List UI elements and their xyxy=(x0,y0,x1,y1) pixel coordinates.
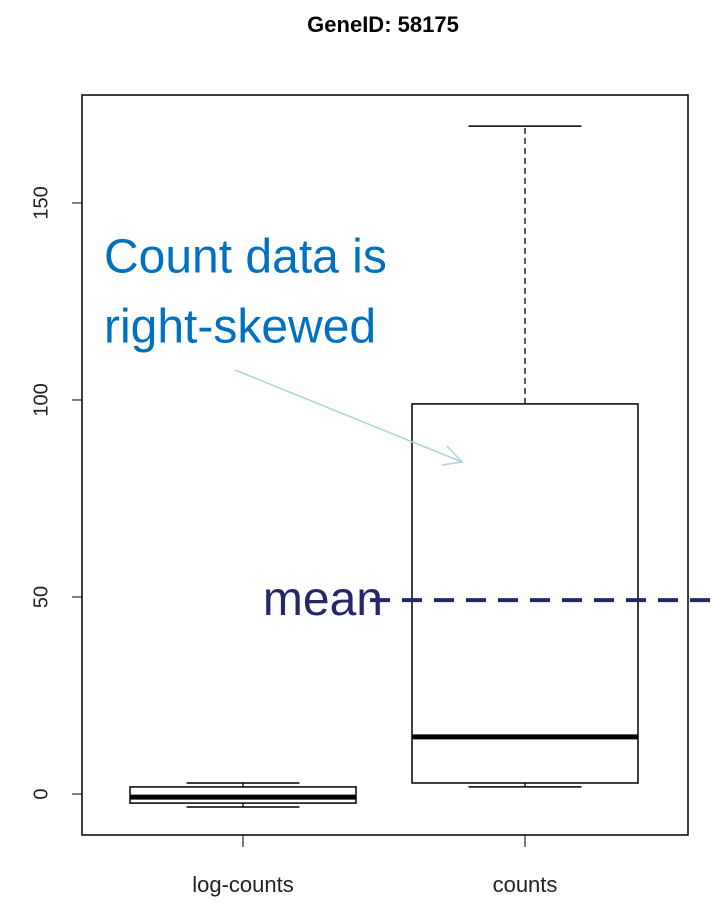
x-tick-label: counts xyxy=(493,872,558,897)
y-tick-label: 0 xyxy=(30,788,52,799)
chart-title: GeneID: 58175 xyxy=(307,12,459,37)
plot-frame xyxy=(81,94,689,836)
y-tick-label: 100 xyxy=(30,383,52,416)
annotation-text: right-skewed xyxy=(104,301,376,354)
annotation-arrow xyxy=(234,369,463,463)
y-tick-label: 50 xyxy=(30,586,52,608)
annotation-text: Count data is xyxy=(104,231,387,284)
box xyxy=(411,403,639,784)
x-tick-label: log-counts xyxy=(192,872,294,897)
mean-label: mean xyxy=(263,573,383,626)
annotation-arrowhead xyxy=(441,445,464,466)
y-tick-label: 150 xyxy=(30,186,52,219)
